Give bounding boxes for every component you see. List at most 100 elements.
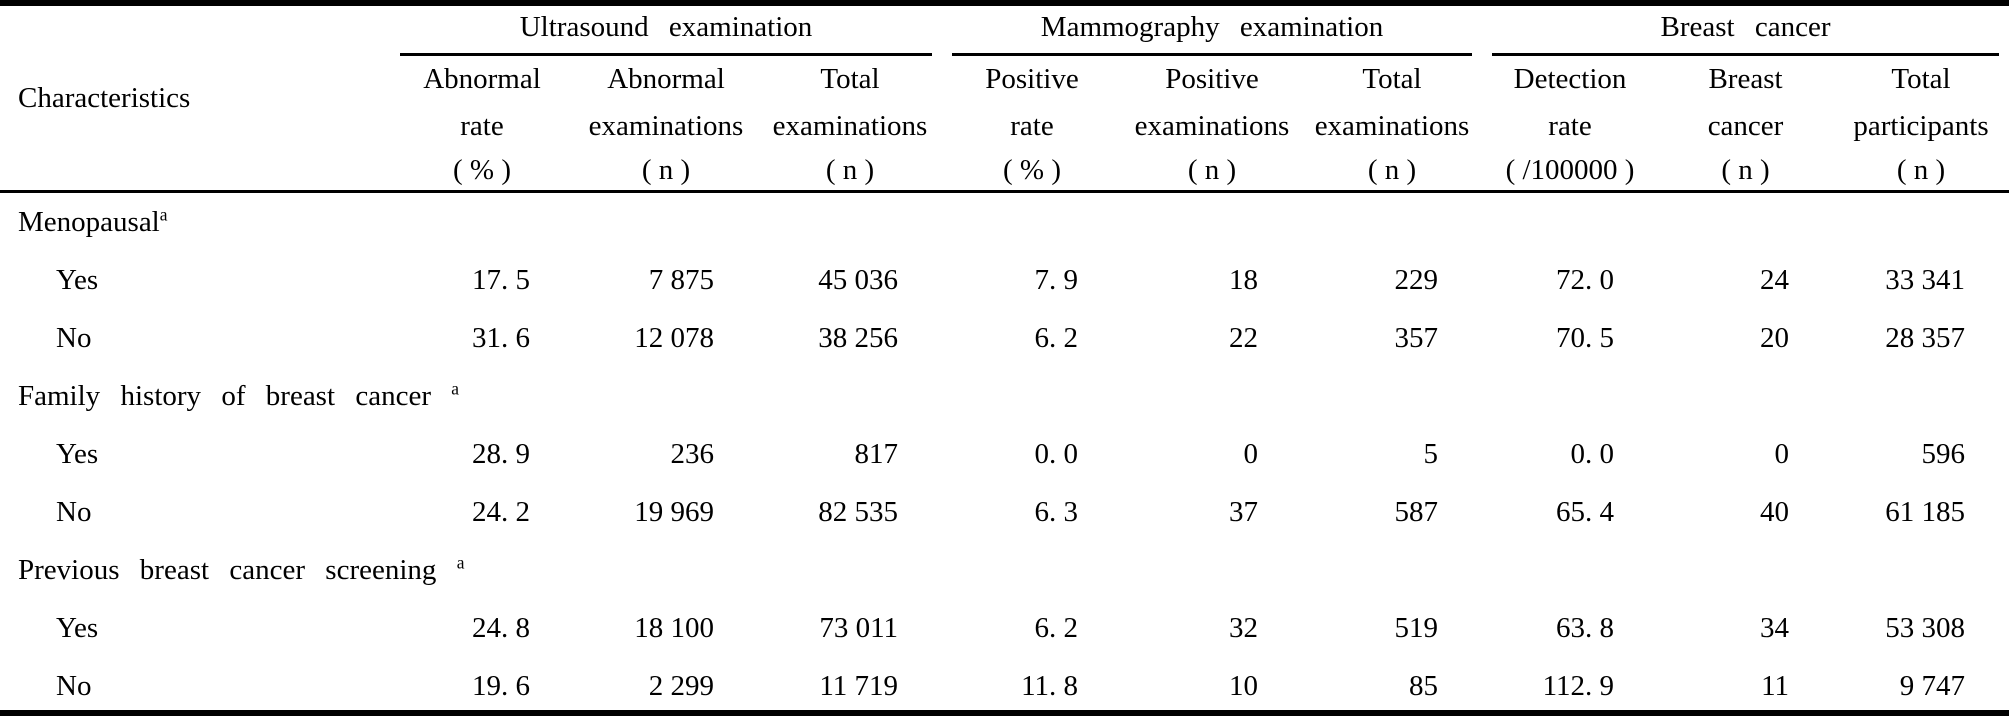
value-cell: 7 875 — [648, 263, 714, 296]
value-cell: 45 036 — [818, 263, 898, 296]
data-row: No 19. 6 2 299 11 719 11. 8 10 85 112. 9 11 9 747 — [0, 657, 2009, 710]
value-cell: 82 535 — [818, 495, 898, 528]
value-cell: 112. 9 — [1542, 669, 1615, 702]
value-cell: 587 — [1394, 495, 1439, 528]
subheader-line1-row: Abnormal Abnormal Total Positive Positiv… — [0, 56, 2009, 103]
value-cell: 9 747 — [1899, 669, 1966, 702]
col-header: Positive — [1165, 63, 1259, 95]
value-cell: 28. 9 — [472, 437, 530, 470]
col-header: rate — [460, 110, 504, 142]
value-cell: 19 969 — [634, 495, 714, 528]
value-cell: 38 256 — [818, 321, 898, 354]
col-header: Abnormal — [423, 63, 541, 95]
group-header-ultrasound: Ultrasound examination — [390, 6, 942, 56]
value-cell: 6. 2 — [1034, 611, 1079, 644]
value-cell: 6. 3 — [1034, 495, 1079, 528]
section-row: Family history of breast cancer a — [0, 367, 2009, 425]
value-cell: 65. 4 — [1556, 495, 1615, 528]
section-row: Menopausala — [0, 192, 2009, 252]
col-header: Breast — [1708, 63, 1783, 95]
value-cell: 11. 8 — [1021, 669, 1078, 702]
col-header: examinations — [772, 110, 928, 142]
footnote-marker: a — [451, 377, 460, 398]
col-header: examinations — [1314, 110, 1470, 142]
table-body: Menopausala Yes 17. 5 7 875 45 036 7. 9 18 229 7… — [0, 192, 2009, 711]
value-cell: 20 — [1760, 321, 1790, 354]
value-cell: 0. 0 — [1570, 437, 1615, 470]
col-unit: ( n ) — [1302, 150, 1483, 193]
data-row: Yes 28. 9 236 817 0. 0 0 5 0. 0 0 596 — [0, 425, 2009, 483]
value-cell: 32 — [1229, 611, 1258, 644]
col-header: examinations — [1134, 110, 1290, 142]
value-cell: 0 — [1243, 437, 1259, 470]
value-cell: 17. 5 — [472, 263, 530, 296]
value-cell: 37 — [1229, 495, 1258, 528]
value-cell: 357 — [1394, 321, 1439, 354]
row-label-cell: Yes — [56, 263, 99, 296]
col-header: Total — [1362, 63, 1422, 95]
footnote-marker: a — [159, 203, 168, 224]
col-header: cancer — [1707, 110, 1784, 142]
col-header: Total — [820, 63, 880, 95]
value-cell: 53 308 — [1885, 611, 1966, 644]
row-label-cell: No — [56, 669, 92, 702]
row-label-cell: No — [56, 495, 92, 528]
value-cell: 229 — [1394, 263, 1439, 296]
col-unit: ( n ) — [574, 150, 758, 193]
col-header: rate — [1548, 110, 1592, 142]
col-unit: ( % ) — [390, 150, 574, 193]
units-row: ( % ) ( n ) ( n ) ( % ) ( n ) ( n ) ( /1… — [0, 150, 2009, 193]
value-cell: 236 — [670, 437, 715, 470]
value-cell: 85 — [1409, 669, 1439, 702]
value-cell: 0 — [1774, 437, 1790, 470]
col-unit: ( n ) — [1658, 150, 1834, 193]
col-header: examinations — [588, 110, 744, 142]
value-cell: 12 078 — [634, 321, 714, 354]
value-cell: 33 341 — [1885, 263, 1966, 296]
value-cell: 6. 2 — [1034, 321, 1079, 354]
col-unit: ( % ) — [942, 150, 1122, 193]
section-label-cell: Previous breast cancer screening a — [18, 551, 465, 586]
value-cell: 24. 2 — [472, 495, 530, 528]
value-cell: 70. 5 — [1556, 321, 1615, 354]
value-cell: 31. 6 — [472, 321, 530, 354]
value-cell: 40 — [1760, 495, 1790, 528]
value-cell: 817 — [854, 437, 899, 470]
group-label-mammography: Mammography examination — [952, 11, 1473, 56]
value-cell: 0. 0 — [1034, 437, 1079, 470]
value-cell: 24. 8 — [472, 611, 530, 644]
value-cell: 22 — [1229, 321, 1258, 354]
table-header: Characteristics Ultrasound examination M… — [0, 6, 2009, 193]
value-cell: 18 100 — [634, 611, 714, 644]
value-cell: 10 — [1229, 669, 1258, 702]
subheader-line2-row: rate examinations examinations rate exam… — [0, 103, 2009, 150]
section-label-cell: Menopausala — [18, 203, 168, 238]
value-cell: 73 011 — [819, 611, 898, 644]
value-cell: 34 — [1760, 611, 1790, 644]
data-table: Characteristics Ultrasound examination M… — [0, 6, 2009, 711]
data-row: Yes 17. 5 7 875 45 036 7. 9 18 229 72. 0 24 33 34… — [0, 251, 2009, 309]
data-row: No 31. 6 12 078 38 256 6. 2 22 357 70. 5 20 28 35… — [0, 309, 2009, 367]
col-header: rate — [1010, 110, 1054, 142]
group-header-mammography: Mammography examination — [942, 6, 1482, 56]
group-header-row: Characteristics Ultrasound examination M… — [0, 6, 2009, 193]
col-header: Abnormal — [607, 63, 725, 95]
section-label-cell: Family history of breast cancer a — [18, 377, 460, 412]
value-cell: 61 185 — [1885, 495, 1966, 528]
value-cell: 11 719 — [819, 669, 898, 702]
group-label-breast-cancer: Breast cancer — [1492, 11, 2000, 56]
col-unit: ( n ) — [1833, 150, 2009, 193]
col-unit: ( n ) — [1122, 150, 1302, 193]
value-cell: 11 — [1761, 669, 1790, 702]
value-cell: 519 — [1394, 611, 1439, 644]
characteristics-header: Characteristics — [0, 6, 390, 193]
row-label-cell: Yes — [56, 611, 99, 644]
col-header: Positive — [985, 63, 1079, 95]
data-row: No 24. 2 19 969 82 535 6. 3 37 587 65. 4 40 61 18… — [0, 483, 2009, 541]
col-header: Detection — [1513, 63, 1627, 95]
footnote-marker: a — [456, 551, 465, 572]
value-cell: 24 — [1760, 263, 1790, 296]
value-cell: 72. 0 — [1556, 263, 1615, 296]
group-label-ultrasound: Ultrasound examination — [400, 11, 932, 56]
